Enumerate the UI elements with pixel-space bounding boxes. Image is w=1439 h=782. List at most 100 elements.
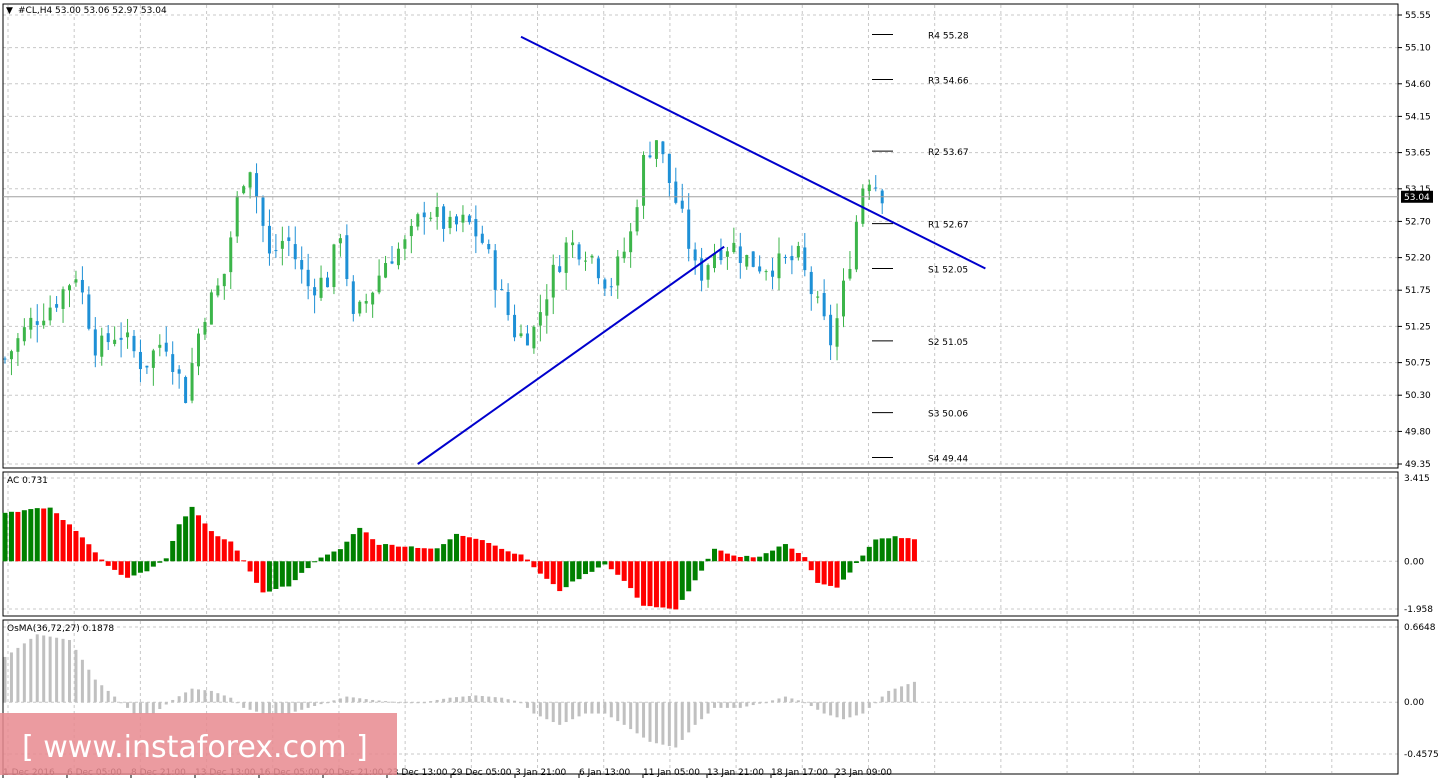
time-tick-label: 23 Jan 09:00 — [835, 768, 892, 778]
ac-bar — [757, 556, 763, 562]
time-tick-label: 18 Jan 17:00 — [771, 768, 828, 778]
osma-bar — [829, 702, 833, 716]
price-tick-label: 53.15 — [1405, 185, 1431, 195]
osma-bar — [184, 692, 188, 703]
osma-bar — [313, 702, 317, 707]
symbol-header: #CL,H4 53.00 53.06 52.97 53.04 — [18, 6, 167, 16]
ac-bar — [447, 539, 453, 562]
ac-bar — [550, 561, 556, 585]
candle-body — [603, 279, 607, 289]
candle-body — [467, 215, 471, 223]
ac-bar — [595, 561, 601, 568]
ac-bar — [241, 560, 247, 562]
osma-bar — [816, 702, 820, 710]
osma-bar — [16, 647, 20, 703]
candle-body — [519, 333, 523, 337]
grid — [3, 5, 1398, 773]
ac-bar — [576, 561, 582, 580]
ac-bar — [170, 540, 176, 562]
candle-body — [493, 250, 497, 290]
candle-body — [248, 172, 252, 188]
osma-bar — [422, 702, 426, 704]
osma-bar — [87, 669, 91, 703]
ac-bar — [383, 544, 389, 562]
ac-bar — [279, 561, 285, 587]
osma-bar — [558, 702, 562, 725]
ac-bar — [544, 561, 550, 579]
osma-bar — [287, 702, 291, 714]
osma-bar — [545, 702, 549, 720]
ac-bar — [570, 561, 576, 582]
osma-bar — [493, 697, 497, 703]
ac-bar — [228, 541, 234, 562]
price-panel[interactable]: R4 55.28 R3 54.66 R2 53.67 R1 52.67 S1 52.05… — [3, 32, 1398, 465]
osma-bar — [803, 702, 807, 704]
ac-bar — [499, 548, 505, 562]
ac-bar — [273, 561, 279, 589]
dropdown-triangle-icon[interactable]: ▼ — [6, 6, 13, 16]
ac-bar — [260, 561, 266, 593]
osma-bar — [796, 700, 800, 703]
ac-bar — [524, 559, 530, 562]
osma-bar — [764, 702, 768, 704]
candle-body — [384, 263, 388, 278]
candle-body — [338, 238, 342, 244]
current-price-tag-bg — [1401, 190, 1433, 203]
candle-body — [577, 244, 581, 260]
panel-frame-2 — [2, 619, 1399, 775]
osma-panel[interactable] — [3, 634, 916, 748]
osma-bar — [35, 634, 39, 703]
time-tick-label: 6 Jan 13:00 — [579, 768, 631, 778]
candle-body — [119, 337, 123, 340]
candle-body — [209, 292, 213, 325]
osma-bar — [171, 699, 175, 703]
ac-bar — [92, 552, 98, 562]
candle-body — [783, 256, 787, 258]
ac-bar — [486, 542, 492, 562]
candle-body — [287, 237, 291, 241]
candle-body — [435, 206, 439, 217]
price-tick-label: 50.30 — [1405, 391, 1431, 401]
candle-body — [751, 251, 755, 267]
candle-body — [816, 296, 820, 298]
ac-bar — [673, 561, 679, 610]
ac-bar — [79, 537, 85, 562]
candle-body — [680, 200, 684, 209]
osma-bar — [300, 702, 304, 710]
ac-bar — [370, 539, 376, 562]
osma-bar — [564, 702, 568, 723]
osma-bar — [409, 702, 413, 704]
osma-bar — [590, 702, 594, 714]
ac-bar — [621, 561, 627, 581]
ac-bar — [505, 551, 511, 562]
osma-bar — [242, 702, 246, 708]
osma-bar — [442, 698, 446, 703]
ac-bar — [247, 561, 253, 572]
ac-bar — [750, 557, 756, 562]
candle-body — [61, 289, 65, 309]
osma-tick-label: 0.6648 — [1404, 623, 1436, 633]
ac-panel[interactable] — [2, 506, 917, 610]
osma-bar — [274, 702, 278, 714]
ac-bar — [802, 557, 808, 562]
candle-body — [132, 335, 136, 352]
ac-bar — [602, 561, 608, 565]
osma-bar — [609, 702, 613, 718]
osma-bar — [332, 700, 336, 703]
ac-bar — [712, 548, 717, 562]
candle-body — [313, 287, 317, 296]
osma-bar — [164, 702, 168, 705]
osma-bar — [867, 702, 871, 708]
panel-frames — [2, 3, 1399, 775]
osma-bar — [255, 702, 259, 712]
candle-body — [9, 351, 13, 360]
candle-body — [293, 244, 297, 260]
osma-bar — [216, 693, 220, 703]
candle-body — [790, 256, 794, 261]
candle-body — [358, 301, 362, 314]
candle-body — [674, 181, 678, 203]
watermark-text: [ www.instaforex.com ] — [22, 730, 368, 765]
ac-bar — [686, 561, 692, 592]
